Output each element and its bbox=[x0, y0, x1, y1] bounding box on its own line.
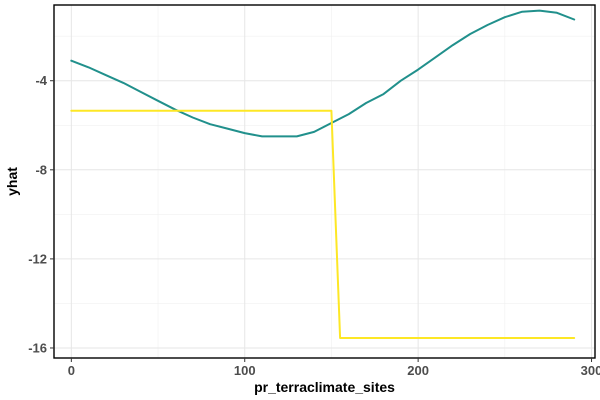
series-layer bbox=[70, 9, 576, 339]
plot-panel bbox=[54, 5, 595, 358]
x-tick-label: 100 bbox=[234, 363, 256, 378]
x-tick-label: 0 bbox=[68, 363, 75, 378]
y-tick-label: -4 bbox=[35, 73, 47, 88]
x-axis-title: pr_terraclimate_sites bbox=[254, 379, 395, 395]
x-tick-label: 300 bbox=[581, 363, 600, 378]
y-axis-title: yhat bbox=[4, 167, 20, 196]
x-axis: 0 100 200 300 bbox=[68, 358, 600, 378]
plot-border bbox=[53, 4, 596, 359]
y-axis: -16 -12 -8 -4 bbox=[28, 73, 54, 355]
x-tick-label: 200 bbox=[407, 363, 429, 378]
y-tick-label: -12 bbox=[28, 251, 47, 266]
series-line-2 bbox=[70, 109, 576, 339]
grid-lines bbox=[54, 5, 595, 358]
y-tick-label: -16 bbox=[28, 340, 47, 355]
series-line-1 bbox=[70, 9, 576, 138]
y-tick-label: -8 bbox=[35, 162, 47, 177]
